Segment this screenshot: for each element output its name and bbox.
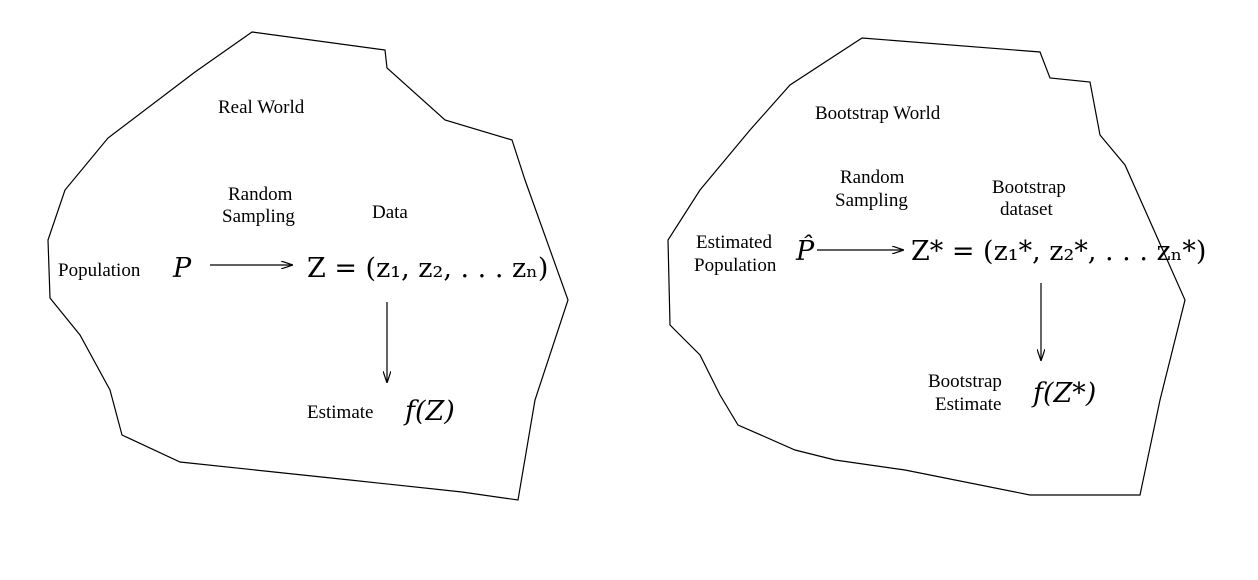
estimated-population-symbol: P̂ [795,234,815,267]
bootstrap-world-panel: Bootstrap World Random Sampling Bootstra… [667,37,1206,496]
bootstrap-sampling-label-line1: Random [840,167,905,188]
bootstrap-dataset-expression: Z* = (z₁*, z₂*, . . . zₙ*) [911,236,1206,267]
estimate-label: Estimate [307,402,373,423]
real-world-panel: Real World Random Sampling Data Populati… [47,31,569,501]
bootstrap-estimate-expression: f(Z*) [1031,378,1096,409]
real-world-title: Real World [218,97,305,118]
real-data-label: Data [372,202,408,223]
bootstrap-estimate-label-line1: Bootstrap [928,371,1002,392]
population-label: Population [58,260,141,281]
bootstrap-sampling-label-line2: Sampling [835,190,908,211]
real-dataset-expression: Z = (z₁, z₂, . . . zₙ) [307,253,548,284]
bootstrap-world-title: Bootstrap World [815,103,941,124]
bootstrap-world-boundary [667,37,1186,496]
bootstrap-dataset-label-line1: Bootstrap [992,177,1066,198]
bootstrap-dataset-label-line2: dataset [1000,199,1053,220]
estimated-population-label-line2: Population [694,255,777,276]
estimated-population-label-line1: Estimated [696,232,772,253]
real-world-boundary [47,31,569,501]
real-sampling-label-line1: Random [228,184,293,205]
real-sampling-label-line2: Sampling [222,206,295,227]
population-symbol: P [172,253,192,284]
bootstrap-estimate-label-line2: Estimate [935,394,1001,415]
real-estimate-expression: f(Z) [403,396,455,427]
